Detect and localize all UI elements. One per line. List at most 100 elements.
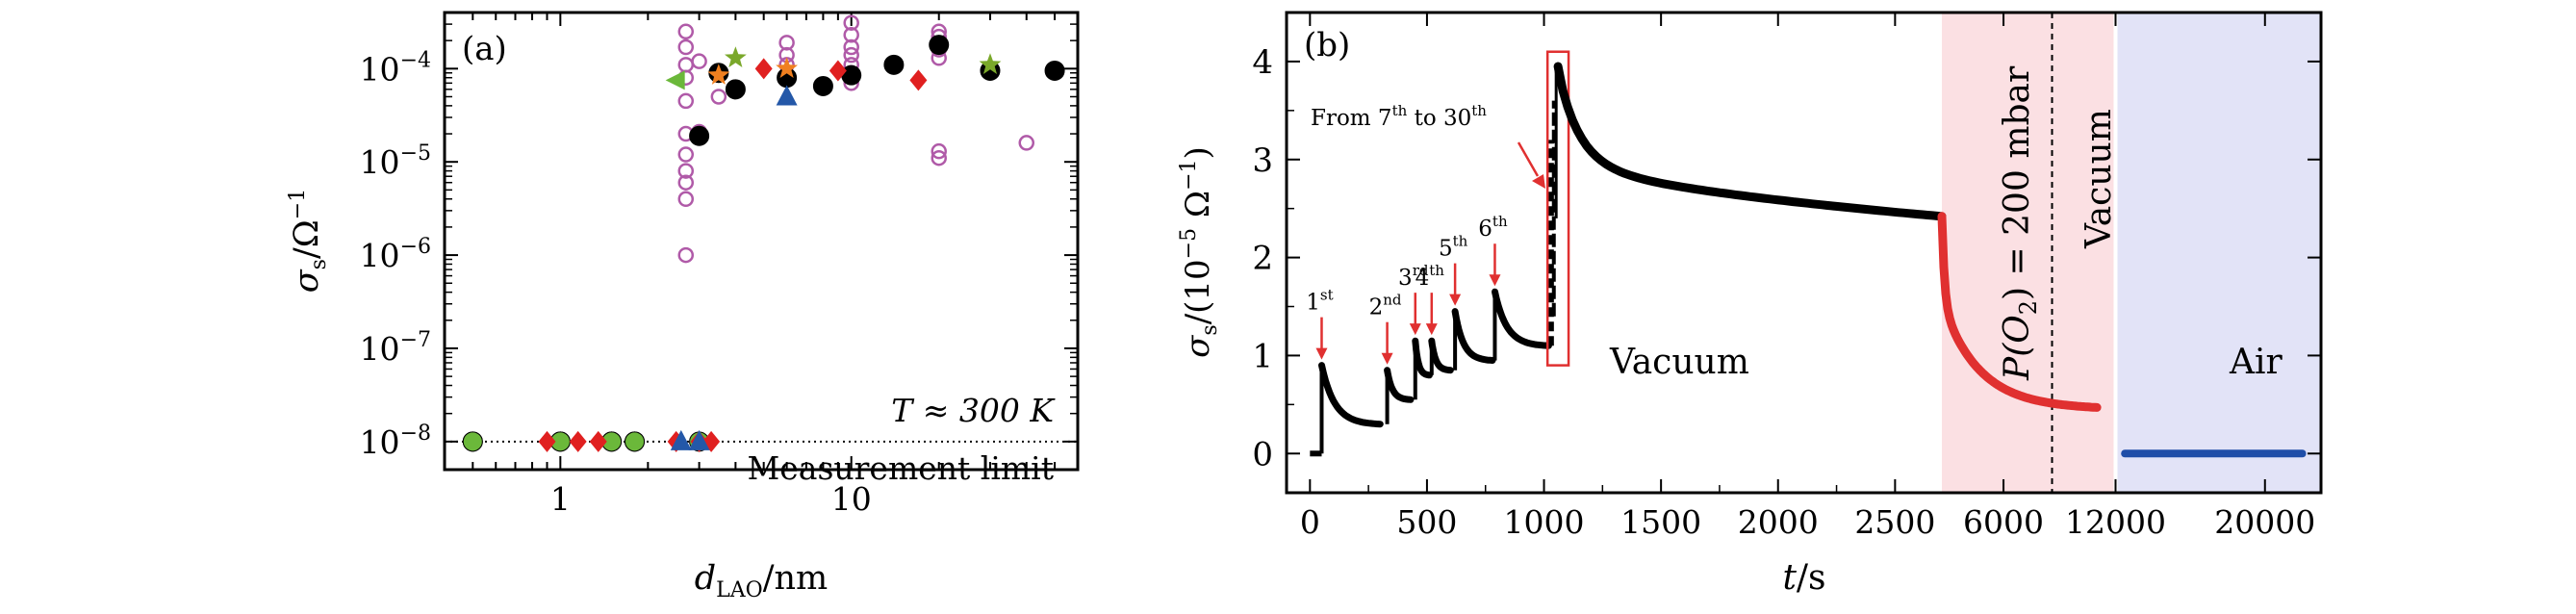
y-tick-label: 10−7 bbox=[360, 328, 431, 368]
data-point-star bbox=[776, 57, 798, 78]
pulse-arrow-head bbox=[1425, 323, 1438, 336]
panel-b-pulse-range-label: From 7th to 30th bbox=[1311, 102, 1487, 131]
panel-b-ylabel-close: ) bbox=[1179, 146, 1217, 159]
data-point-open-circle bbox=[677, 191, 695, 208]
data-point-circle bbox=[625, 431, 646, 452]
y-tick-label: 10−8 bbox=[360, 422, 431, 461]
x-tick-label: 12000 bbox=[2065, 503, 2166, 541]
pulse-decay bbox=[1384, 367, 1415, 403]
data-point-circle bbox=[689, 125, 710, 146]
pulse-range-arrow-shaft bbox=[1517, 141, 1540, 177]
panel-a-marks bbox=[462, 14, 1065, 452]
data-point-star bbox=[979, 53, 1002, 74]
data-point-triangle bbox=[670, 429, 692, 450]
panel-b-label: (b) bbox=[1304, 26, 1350, 64]
data-point-open-circle bbox=[677, 163, 695, 179]
data-point-open-circle bbox=[843, 27, 859, 43]
data-point-open-circle bbox=[677, 174, 695, 191]
data-point-diamond bbox=[589, 430, 607, 452]
pulse-arrow-head bbox=[1409, 323, 1421, 336]
panel-b-vacuum-label: Vacuum bbox=[1609, 343, 1749, 382]
data-point-open-circle bbox=[677, 23, 695, 40]
oxygen-label-sub: 2 bbox=[2015, 300, 2042, 315]
panel-b-regions bbox=[1942, 13, 2321, 493]
data-point-triangle bbox=[776, 85, 798, 106]
pulse-range-arrow-head bbox=[1532, 174, 1545, 189]
panel-a-ylabel-main: σ bbox=[288, 269, 326, 293]
x-tick-label: 500 bbox=[1396, 503, 1457, 541]
panel-b-xlabel-unit: /s bbox=[1797, 558, 1826, 598]
panel-b-frame bbox=[1285, 11, 2323, 495]
pulse-label: 6th bbox=[1478, 213, 1508, 242]
oxygen-decay-curve bbox=[1937, 212, 2102, 412]
data-point-triangle bbox=[688, 429, 710, 450]
data-point-open-circle bbox=[843, 14, 859, 31]
data-point-left-triangle bbox=[665, 70, 685, 90]
panel-b-ylabel-unit2: Ω bbox=[1179, 191, 1217, 228]
pulse-label: 4th bbox=[1416, 262, 1445, 291]
data-point-circle bbox=[812, 75, 833, 96]
data-point-open-circle bbox=[1018, 135, 1035, 151]
oxygen-label-p: P(O bbox=[1998, 315, 2037, 381]
x-tick-label: 10 bbox=[831, 480, 872, 518]
pulse-decay bbox=[1428, 337, 1454, 374]
x-tick-label: 0 bbox=[1300, 503, 1320, 541]
data-point-star bbox=[725, 46, 747, 67]
data-point-open-circle bbox=[677, 246, 695, 264]
data-point-open-circle bbox=[677, 146, 695, 163]
x-tick-label: 1500 bbox=[1620, 503, 1701, 541]
data-point-open-circle bbox=[710, 89, 727, 105]
data-point-open-circle bbox=[691, 53, 707, 69]
data-point-circle bbox=[929, 35, 950, 56]
panel-a-xlabel: dLAO/nm bbox=[695, 559, 828, 602]
data-point-diamond bbox=[909, 69, 928, 91]
y-tick-label: 3 bbox=[1252, 141, 1273, 180]
y-tick-label: 10−5 bbox=[360, 141, 431, 181]
y-tick-label: 2 bbox=[1252, 240, 1273, 278]
x-tick-label: 1000 bbox=[1504, 503, 1585, 541]
panel-a-ylabel-sub: s bbox=[307, 259, 331, 269]
panel-a-chart: 1 10 10−8 10−7 10−6 10−5 10−4 (a) T ≈ 300 K Me… bbox=[286, 11, 1080, 602]
pulse-arrow-head bbox=[1449, 294, 1462, 306]
panel-b-xlabel-main: t bbox=[1782, 558, 1797, 598]
panel-b-ylabel-exp2: −1 bbox=[1177, 159, 1201, 190]
data-point-open-circle bbox=[931, 142, 947, 160]
panel-b-ylabel-sub: s bbox=[1198, 324, 1222, 335]
pulse-decay bbox=[1492, 288, 1552, 349]
x-tick-label: 6000 bbox=[1963, 503, 2044, 541]
panel-a-temperature-label: T ≈ 300 K bbox=[891, 392, 1056, 429]
y-tick-label: 4 bbox=[1252, 43, 1273, 82]
data-point-diamond bbox=[538, 430, 556, 452]
pulse-range-frame bbox=[1545, 50, 1570, 367]
panel-b-ylabel-main: σ bbox=[1179, 335, 1217, 358]
panel-a-frame bbox=[443, 11, 1080, 472]
region-shade-3 bbox=[2115, 13, 2321, 493]
y-tick-label: 10−4 bbox=[360, 48, 431, 88]
x-tick-label: 1 bbox=[550, 480, 571, 518]
pulse-arrow-head bbox=[1381, 352, 1393, 365]
panel-a-xlabel-sub: LAO bbox=[716, 578, 763, 602]
pulse-range-sup2: th bbox=[1471, 102, 1487, 119]
vacuum-decay-curve bbox=[1553, 62, 1947, 221]
pulse-decay bbox=[1451, 308, 1496, 364]
data-point-circle bbox=[883, 54, 905, 75]
pulse-label: 3rd bbox=[1398, 262, 1429, 291]
data-point-circle bbox=[725, 79, 746, 100]
y-tick-label: 10−6 bbox=[360, 235, 431, 274]
data-point-open-circle bbox=[778, 35, 795, 51]
x-tick-label: 20000 bbox=[2214, 503, 2315, 541]
pulse-label: 5th bbox=[1439, 233, 1468, 262]
panel-a-label: (a) bbox=[462, 30, 507, 68]
x-tick-label: 2000 bbox=[1738, 503, 1819, 541]
data-point-open-circle bbox=[677, 92, 695, 110]
panel-b-ylabel-unit: /(10 bbox=[1179, 259, 1217, 324]
data-point-star bbox=[707, 64, 730, 85]
panel-b-ylabel: σs/(10−5 Ω−1) bbox=[1177, 146, 1222, 358]
panel-b-air-label: Air bbox=[2229, 343, 2283, 382]
pulse-range-text1: From 7 bbox=[1311, 106, 1392, 131]
x-tick-label: 2500 bbox=[1854, 503, 1935, 541]
data-point-diamond bbox=[829, 60, 847, 82]
data-point-open-circle bbox=[931, 149, 947, 166]
oxygen-label-rest: ) = 200 mbar bbox=[1998, 65, 2037, 300]
